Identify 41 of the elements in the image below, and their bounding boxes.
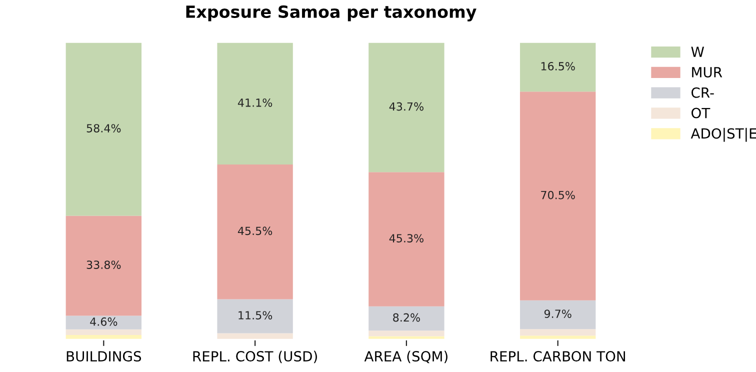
data-label: 16.5% [541,62,575,70]
data-label: 43.7% [389,102,424,111]
bar [66,316,142,330]
bar [520,336,596,339]
bar [66,335,142,339]
bar [66,42,142,216]
data-label: 8.2% [393,313,420,322]
data-label: 58.4% [86,124,121,132]
data-label: 41.1% [238,98,272,107]
bar [66,216,142,316]
bar [520,92,596,300]
bar [368,172,444,306]
x-tick-label: BUILDINGS [66,351,142,362]
legend-label: ADO|ST|E [690,128,756,142]
data-label: 9.7% [544,310,572,318]
bar [520,329,596,336]
data-label: 11.5% [238,311,272,320]
bar [217,333,293,339]
bar [368,42,444,172]
bar [368,336,444,339]
data-label: 33.8% [86,260,121,269]
x-tick-label: REPL. COST (USD) [193,350,317,364]
chart-title: Exposure Samoa per taxonomy [186,5,476,22]
x-tick-label: AREA (SQM) [364,350,448,364]
x-tick-label: REPL. CARBON TON [490,351,625,362]
bar [520,42,596,92]
legend-label: OT [692,108,710,118]
data-label: 4.6% [90,317,118,326]
data-label: 45.5% [238,226,272,236]
bar [368,306,444,331]
legend-label: MUR [692,67,722,78]
bar [217,299,293,334]
data-label: 70.5% [541,190,575,200]
legend-label: CR- [692,87,714,98]
bar [368,330,444,336]
bar [66,329,142,336]
legend-label: W [691,46,704,57]
bar [520,300,596,330]
bar [217,164,293,300]
data-label: 45.3% [389,234,424,242]
bar [217,42,293,164]
